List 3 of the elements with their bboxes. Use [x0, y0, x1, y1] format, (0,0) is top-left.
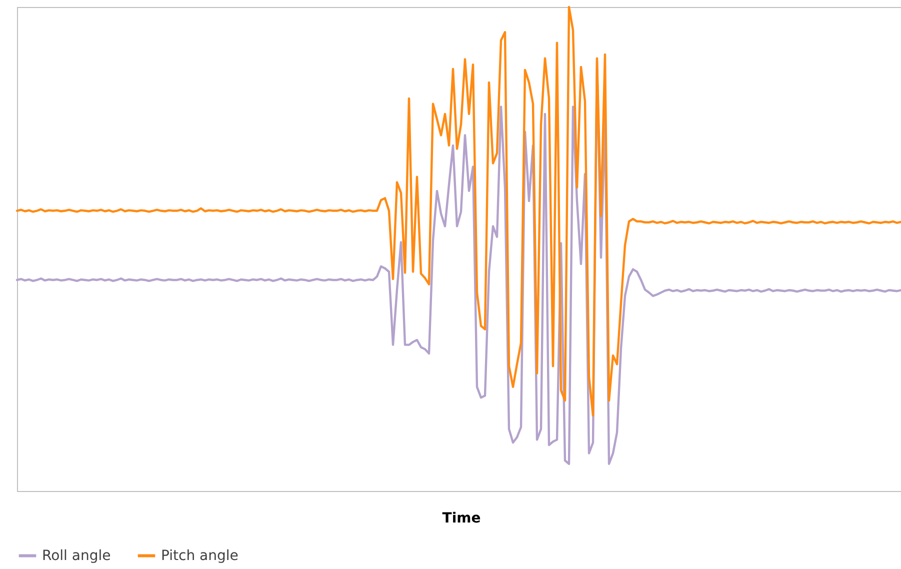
legend-label: Pitch angle	[161, 548, 238, 564]
legend-label: Roll angle	[42, 548, 111, 564]
x-axis-title: Time	[442, 510, 481, 526]
